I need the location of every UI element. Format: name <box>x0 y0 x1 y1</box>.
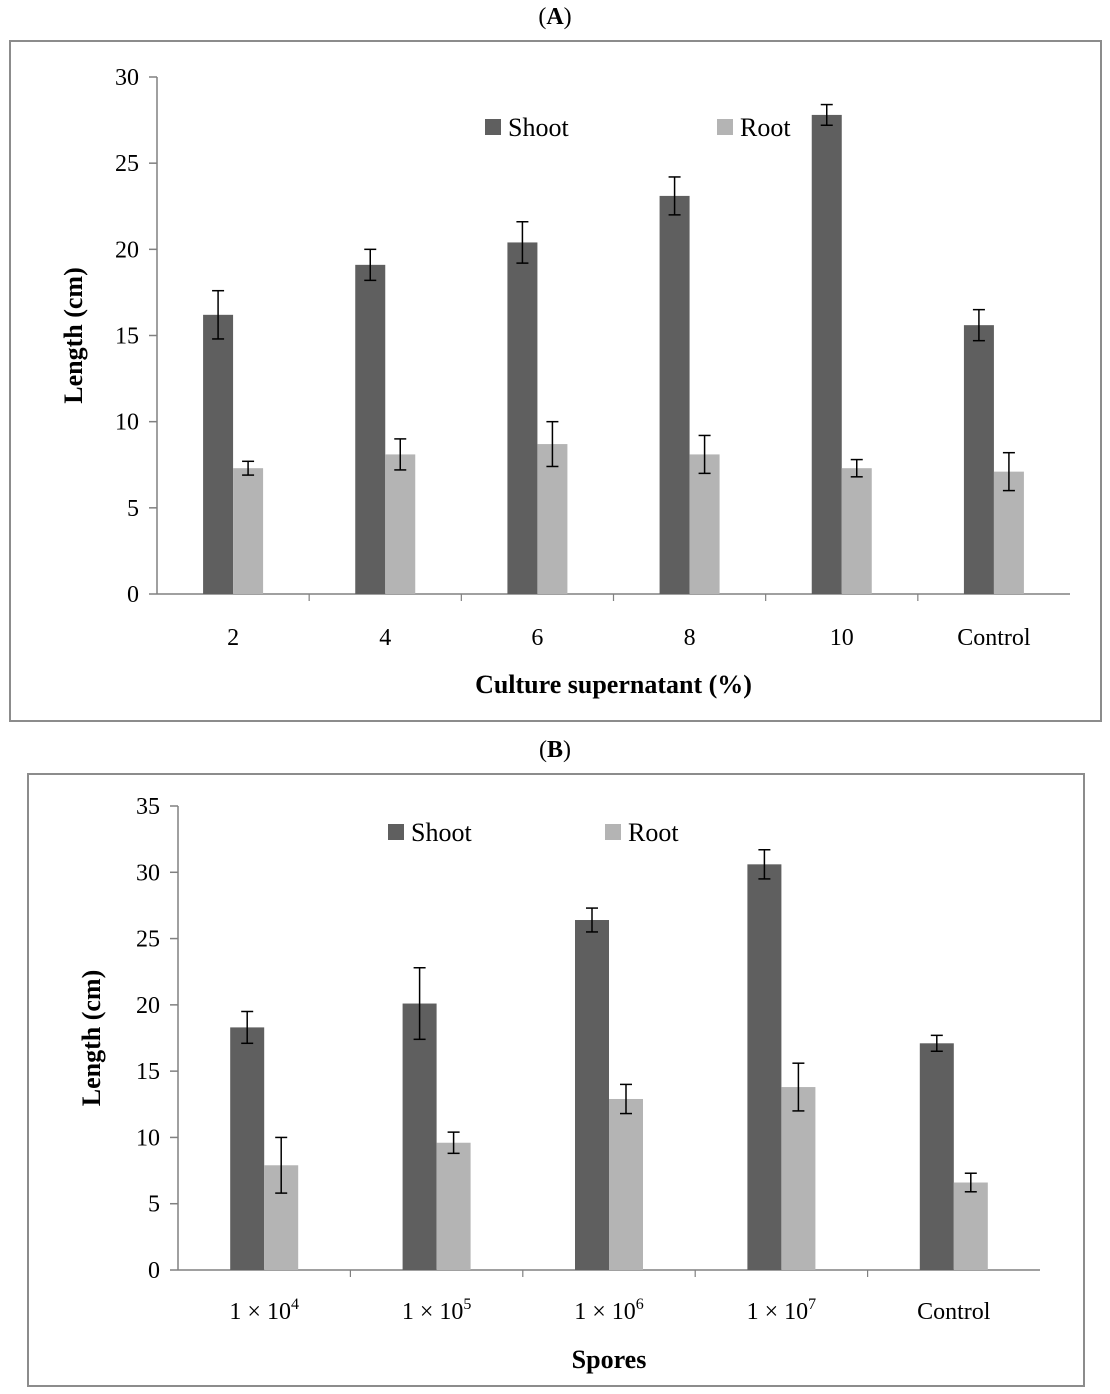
chart-a-frame <box>9 40 1102 722</box>
x-tick-label: 1 × 104 <box>229 1296 299 1325</box>
x-tick-label: Control <box>957 625 1031 651</box>
y-tick-label: 20 <box>136 993 160 1019</box>
y-tick-label: 0 <box>148 1258 160 1284</box>
y-tick-label: 0 <box>127 582 139 608</box>
x-tick-label-base: 1 × 10 <box>747 1299 809 1325</box>
y-tick-label: 35 <box>136 794 160 820</box>
shoot-bar <box>230 1027 265 1270</box>
x-tick-label-base: 1 × 10 <box>229 1299 291 1325</box>
y-tick-label: 10 <box>136 1125 160 1151</box>
y-tick-label: 15 <box>136 1059 160 1085</box>
shoot-bar <box>203 314 234 594</box>
shoot-bar <box>355 264 386 594</box>
root-bar <box>689 454 720 594</box>
shoot-bar <box>402 1003 437 1270</box>
legend-label-root: Root <box>628 818 679 847</box>
x-axis-label: Spores <box>572 1345 647 1374</box>
chart-b-frame <box>27 773 1085 1387</box>
legend-label-shoot: Shoot <box>411 818 472 847</box>
y-axis-label: Length (cm) <box>59 267 88 403</box>
chart-a-plot: 0 5 10 15 20 25 30 2 4 6 8 10 Control Culture superna… <box>59 65 1070 699</box>
root-bar <box>385 454 416 594</box>
x-tick-label: 1 × 106 <box>574 1296 644 1325</box>
x-tick-label: 8 <box>684 625 696 651</box>
root-bar <box>953 1182 988 1270</box>
y-tick-label: 25 <box>136 927 160 953</box>
x-tick-label: 4 <box>379 625 391 651</box>
panel-b-label: (B) <box>538 737 571 763</box>
x-tick-label-exponent: 5 <box>463 1296 471 1313</box>
root-bar <box>609 1098 643 1270</box>
y-tick-label: 15 <box>115 324 139 350</box>
y-tick-label: 5 <box>127 496 139 522</box>
y-axis-label: Length (cm) <box>77 970 106 1106</box>
legend-label-shoot: Shoot <box>508 113 569 142</box>
shoot-bar <box>963 325 994 594</box>
x-axis-label: Culture supernatant (%) <box>475 670 752 699</box>
legend-swatch-root <box>717 119 733 135</box>
legend-swatch-root <box>605 824 621 840</box>
x-tick-label: 6 <box>531 625 543 651</box>
shoot-bar <box>575 920 609 1270</box>
shoot-bar <box>507 242 538 594</box>
x-tick-label-exponent: 6 <box>636 1296 644 1313</box>
shoot-bar <box>811 114 842 594</box>
x-tick-label-base: Control <box>917 1299 991 1325</box>
root-bar <box>993 471 1024 594</box>
x-tick-label-exponent: 4 <box>291 1296 299 1313</box>
root-bar <box>537 444 568 594</box>
x-tick-label: 2 <box>227 625 239 651</box>
y-tick-label: 5 <box>148 1192 160 1218</box>
x-tick-label: 1 × 105 <box>402 1296 472 1325</box>
shoot-bar <box>747 864 782 1270</box>
x-tick-label: 10 <box>830 625 854 651</box>
shoot-bar <box>919 1043 954 1270</box>
root-bar <box>233 468 264 594</box>
y-tick-label: 10 <box>115 410 139 436</box>
x-tick-label-base: 1 × 10 <box>402 1299 464 1325</box>
panel-a-label: (A) <box>538 4 572 30</box>
y-tick-label: 30 <box>115 65 139 91</box>
shoot-bar <box>659 195 690 594</box>
legend-swatch-shoot <box>388 824 404 840</box>
legend-swatch-shoot <box>485 119 501 135</box>
y-tick-label: 20 <box>115 237 139 263</box>
x-tick-label: 1 × 107 <box>747 1296 817 1325</box>
legend-label-root: Root <box>740 113 791 142</box>
x-tick-label-exponent: 7 <box>808 1296 816 1313</box>
root-bar <box>436 1142 471 1270</box>
x-tick-label: Control <box>917 1299 991 1325</box>
y-tick-label: 25 <box>115 151 139 177</box>
root-bar <box>841 468 872 594</box>
root-bar <box>781 1087 816 1270</box>
y-tick-label: 30 <box>136 860 160 886</box>
x-tick-label-base: 1 × 10 <box>574 1299 636 1325</box>
